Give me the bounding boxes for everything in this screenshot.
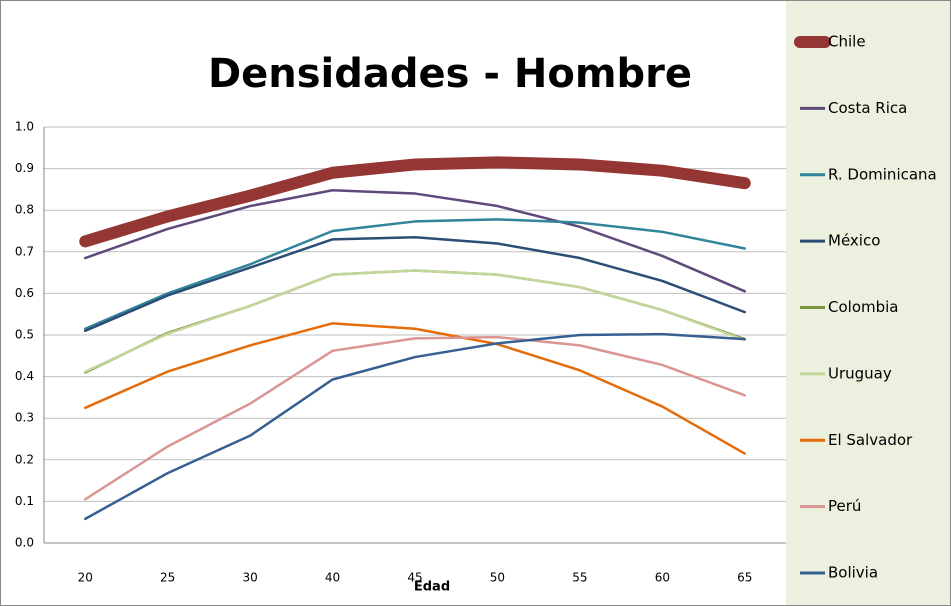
legend-label: Bolivia <box>828 564 878 582</box>
legend-label: R. Dominicana <box>828 165 937 183</box>
x-tick-label: 30 <box>242 571 257 585</box>
x-axis-label: Edad <box>414 580 450 595</box>
series-line <box>83 322 747 455</box>
y-tick-label: 0.1 <box>15 494 34 508</box>
y-tick-label: 0.9 <box>15 161 34 175</box>
x-tick-label: 25 <box>160 571 175 585</box>
y-tick-label: 0.2 <box>15 452 34 466</box>
legend-label: Chile <box>828 33 866 51</box>
series-line <box>83 332 747 521</box>
y-tick-label: 0.5 <box>15 328 34 342</box>
legend-label: Uruguay <box>828 364 892 382</box>
chart-title: Densidades - Hombre <box>208 51 692 97</box>
legend-panel <box>786 1 950 605</box>
x-tick-label: 60 <box>655 571 670 585</box>
legend-label: Perú <box>828 497 861 515</box>
series-line <box>79 156 751 248</box>
y-tick-label: 0.8 <box>15 203 34 217</box>
x-tick-label: 65 <box>737 571 752 585</box>
series-line <box>83 188 747 293</box>
legend-label: Colombia <box>828 298 899 316</box>
x-tick-label: 45 <box>407 571 422 585</box>
y-tick-label: 1.0 <box>15 120 34 134</box>
y-tick-label: 0.3 <box>15 411 34 425</box>
x-tick-label: 55 <box>572 571 587 585</box>
x-tick-label: 20 <box>78 571 93 585</box>
legend-label: México <box>828 232 880 250</box>
y-tick-label: 0.4 <box>15 369 34 383</box>
series-line <box>83 218 747 331</box>
y-tick-label: 0.6 <box>15 286 34 300</box>
y-tick-label: 0.7 <box>15 244 34 258</box>
series-line <box>83 235 747 333</box>
legend-label: Costa Rica <box>828 99 907 117</box>
legend-label: El Salvador <box>828 431 913 449</box>
x-tick-label: 50 <box>490 571 505 585</box>
series-line <box>83 269 747 373</box>
y-tick-label: 0.0 <box>15 536 34 550</box>
series-line <box>83 335 747 501</box>
x-tick-label: 40 <box>325 571 340 585</box>
